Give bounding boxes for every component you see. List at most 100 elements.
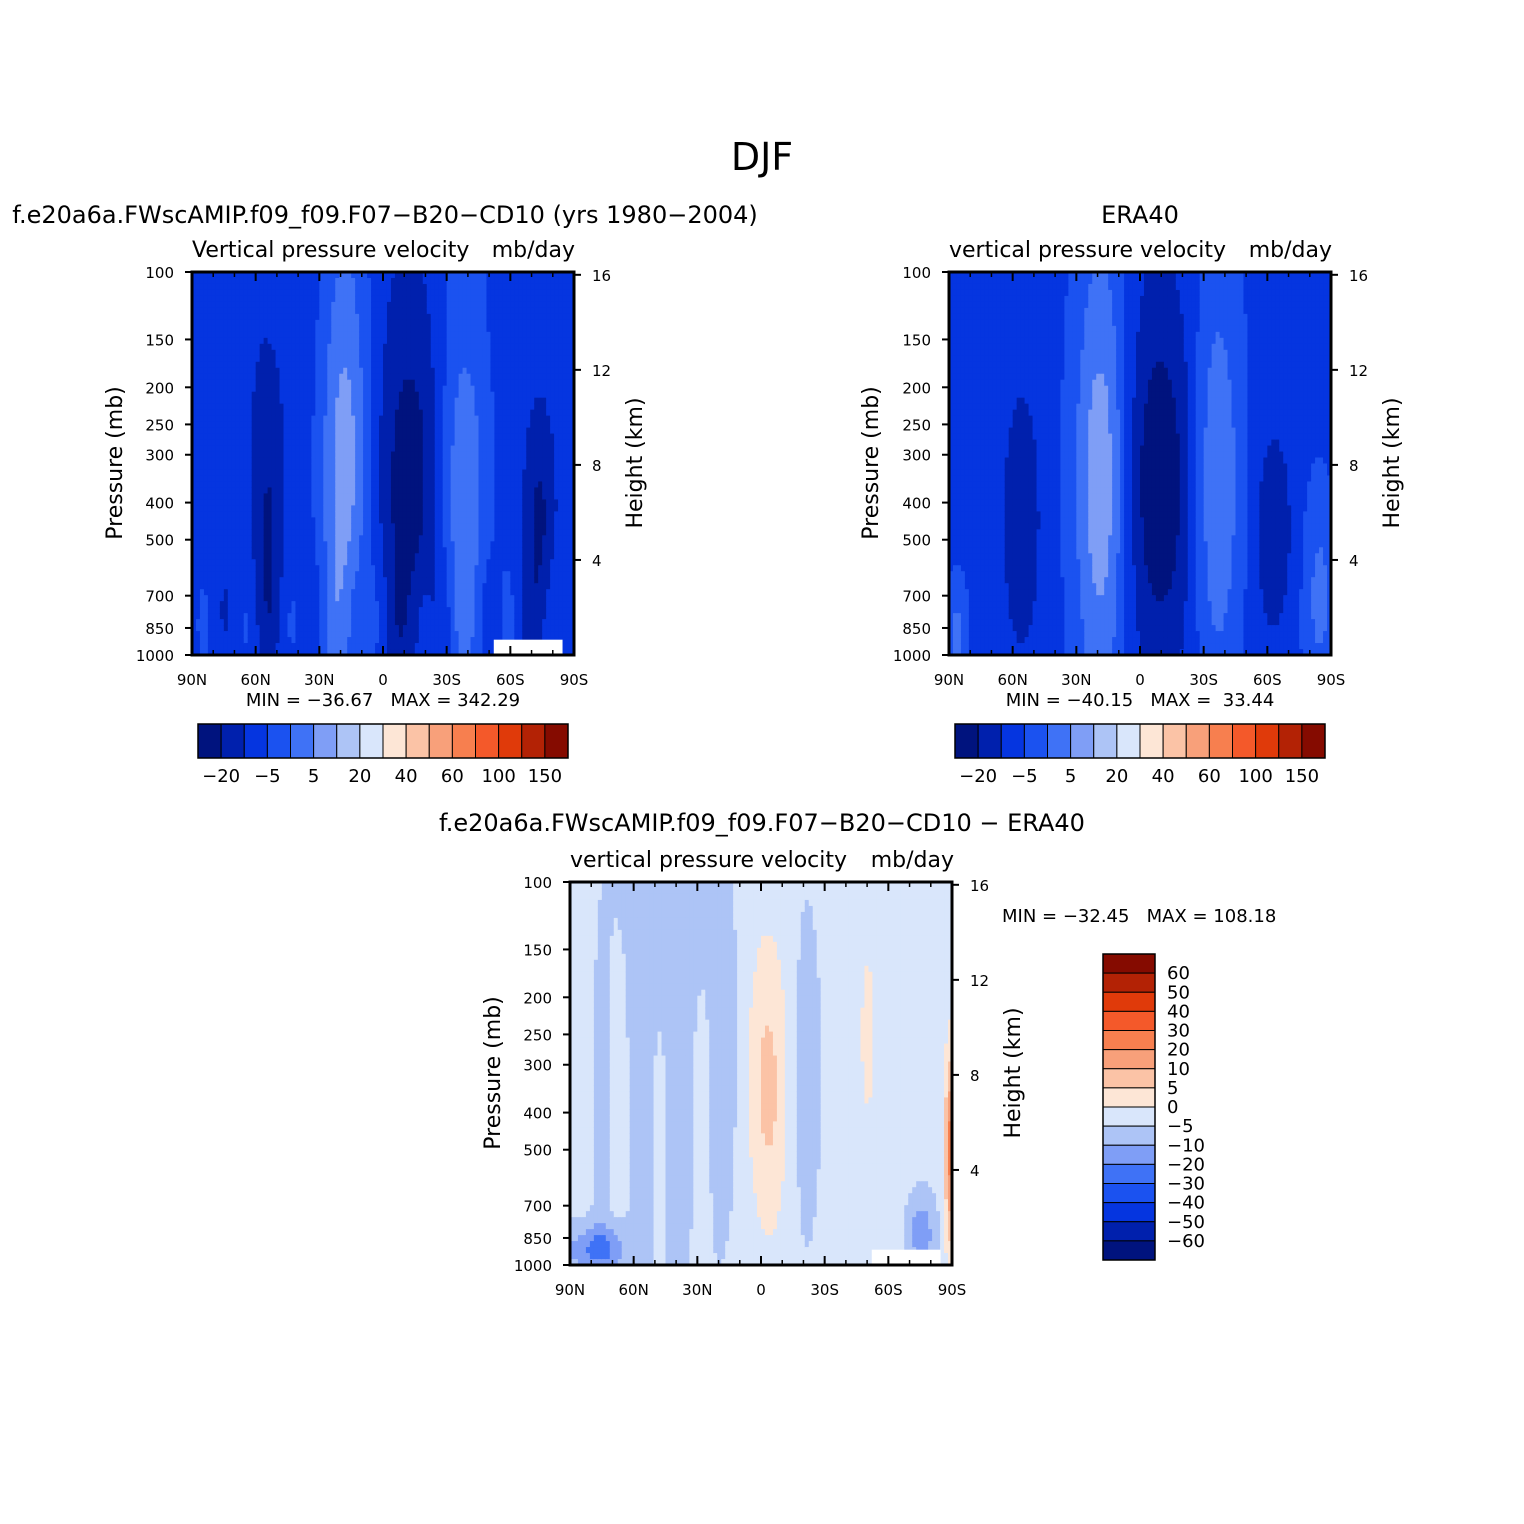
field-cell: [251, 439, 257, 447]
field-cell: [386, 295, 392, 303]
field-cell: [239, 577, 245, 584]
field-cell: [203, 487, 209, 495]
field-cell: [371, 469, 376, 477]
field-cell: [414, 619, 420, 626]
field-cell: [359, 379, 364, 387]
field-cell: [255, 373, 261, 381]
field-cell: [315, 601, 320, 608]
field-cell: [339, 325, 344, 333]
field-cell: [386, 445, 392, 453]
field-cell: [386, 409, 392, 417]
field-cell: [355, 457, 360, 465]
field-cell: [375, 577, 380, 584]
field-cell: [339, 421, 344, 429]
field-cell: [359, 325, 364, 333]
field-cell: [418, 409, 424, 417]
field-cell: [474, 313, 480, 321]
field-cell: [410, 499, 416, 506]
field-cell: [390, 307, 396, 315]
field-cell: [303, 409, 308, 417]
field-cell: [482, 529, 488, 536]
field-cell: [490, 415, 496, 423]
field-cell: [414, 463, 420, 471]
field-cell: [243, 451, 249, 459]
field-cell: [235, 517, 241, 524]
field-cell: [235, 337, 241, 345]
field-cell: [375, 427, 380, 435]
field-cell: [442, 481, 448, 489]
field-cell: [498, 529, 503, 536]
field-cell: [390, 613, 396, 620]
field-cell: [410, 319, 416, 327]
field-cell: [414, 409, 420, 417]
field-cell: [331, 391, 336, 399]
field-cell: [315, 625, 320, 632]
field-cell: [379, 349, 384, 357]
field-cell: [319, 295, 324, 303]
field-cell: [482, 565, 488, 572]
field-cell: [454, 619, 460, 626]
field-cell: [219, 272, 225, 279]
field-cell: [486, 457, 492, 465]
field-cell: [498, 517, 503, 524]
field-cell: [335, 493, 340, 500]
field-cell: [434, 289, 440, 297]
field-cell: [402, 619, 408, 626]
field-cell: [386, 283, 392, 291]
field-cell: [323, 511, 328, 518]
field-cell: [331, 583, 336, 590]
field-cell: [486, 505, 492, 512]
field-cell: [303, 272, 308, 279]
field-cell: [227, 409, 233, 417]
field-cell: [367, 529, 372, 536]
field-cell: [363, 505, 368, 512]
field-cell: [319, 433, 324, 441]
field-cell: [462, 583, 468, 590]
field-cell: [474, 613, 480, 620]
field-cell: [195, 523, 201, 530]
field-cell: [386, 379, 392, 387]
field-cell: [462, 427, 468, 435]
field-cell: [295, 355, 301, 363]
field-cell: [486, 301, 492, 309]
field-cell: [227, 295, 233, 303]
field-cell: [279, 331, 285, 339]
field-cell: [367, 451, 372, 459]
field-cell: [291, 427, 297, 435]
field-cell: [307, 403, 312, 411]
field-cell: [243, 403, 249, 411]
field-cell: [315, 475, 320, 483]
field-cell: [203, 391, 209, 399]
field-cell: [291, 289, 297, 297]
field-cell: [355, 517, 360, 524]
field-cell: [303, 619, 308, 626]
field-cell: [251, 272, 257, 279]
field-cell: [335, 529, 340, 536]
field-cell: [195, 649, 201, 656]
field-cell: [195, 379, 201, 387]
field-cell: [203, 421, 209, 429]
field-cell: [219, 523, 225, 530]
field-cell: [192, 523, 197, 530]
field-cell: [351, 625, 356, 632]
field-cell: [263, 601, 269, 608]
field-cell: [426, 457, 432, 465]
field-cell: [466, 337, 472, 345]
field-cell: [223, 409, 229, 417]
field-cell: [239, 583, 245, 590]
field-cell: [430, 313, 436, 321]
field-cell: [275, 307, 281, 315]
field-cell: [363, 475, 368, 483]
field-cell: [275, 277, 281, 285]
field-cell: [303, 385, 308, 393]
field-cell: [486, 535, 492, 542]
field-cell: [410, 272, 416, 279]
field-cell: [371, 313, 376, 321]
field-cell: [279, 631, 285, 638]
field-cell: [259, 493, 265, 500]
field-cell: [283, 625, 289, 632]
field-cell: [351, 643, 356, 650]
field-cell: [307, 613, 312, 620]
field-cell: [466, 535, 472, 542]
field-cell: [422, 589, 428, 596]
